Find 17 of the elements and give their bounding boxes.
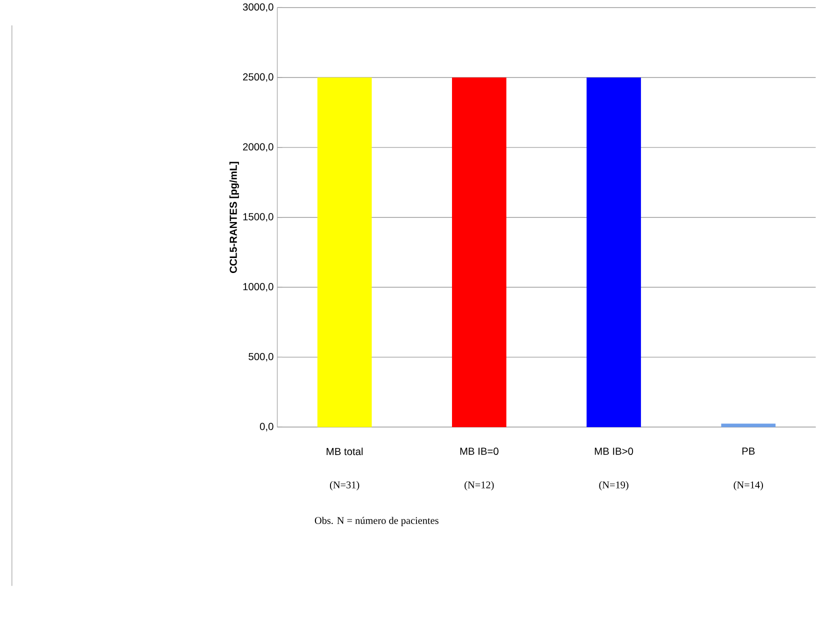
y-tick-label: 0,0 (260, 422, 274, 432)
text: Obs. N = número de pacientes (314, 516, 438, 526)
y-tick-label: 1500,0 (243, 213, 274, 222)
y-tick-label: 2500,0 (243, 73, 274, 82)
x-tick-label: MB IB=0 (460, 448, 498, 455)
y-tick-label: 2000,0 (243, 143, 274, 152)
x-tick-label: MB IB>0 (594, 448, 634, 455)
y-tick-label: 500,0 (248, 352, 274, 362)
text: (N=19) (599, 481, 628, 490)
y-tick-label: 1000,0 (243, 283, 274, 292)
y-axis-title: CCL5-RANTES [pg/mL] (229, 162, 239, 273)
y-tick-label: 3000,0 (242, 3, 274, 12)
x-tick-label: PB (742, 448, 755, 455)
text: (N=12) (464, 481, 494, 490)
text: (N=31) (330, 481, 360, 490)
text: (N=14) (734, 481, 763, 490)
x-tick-label: MB total (326, 448, 363, 456)
